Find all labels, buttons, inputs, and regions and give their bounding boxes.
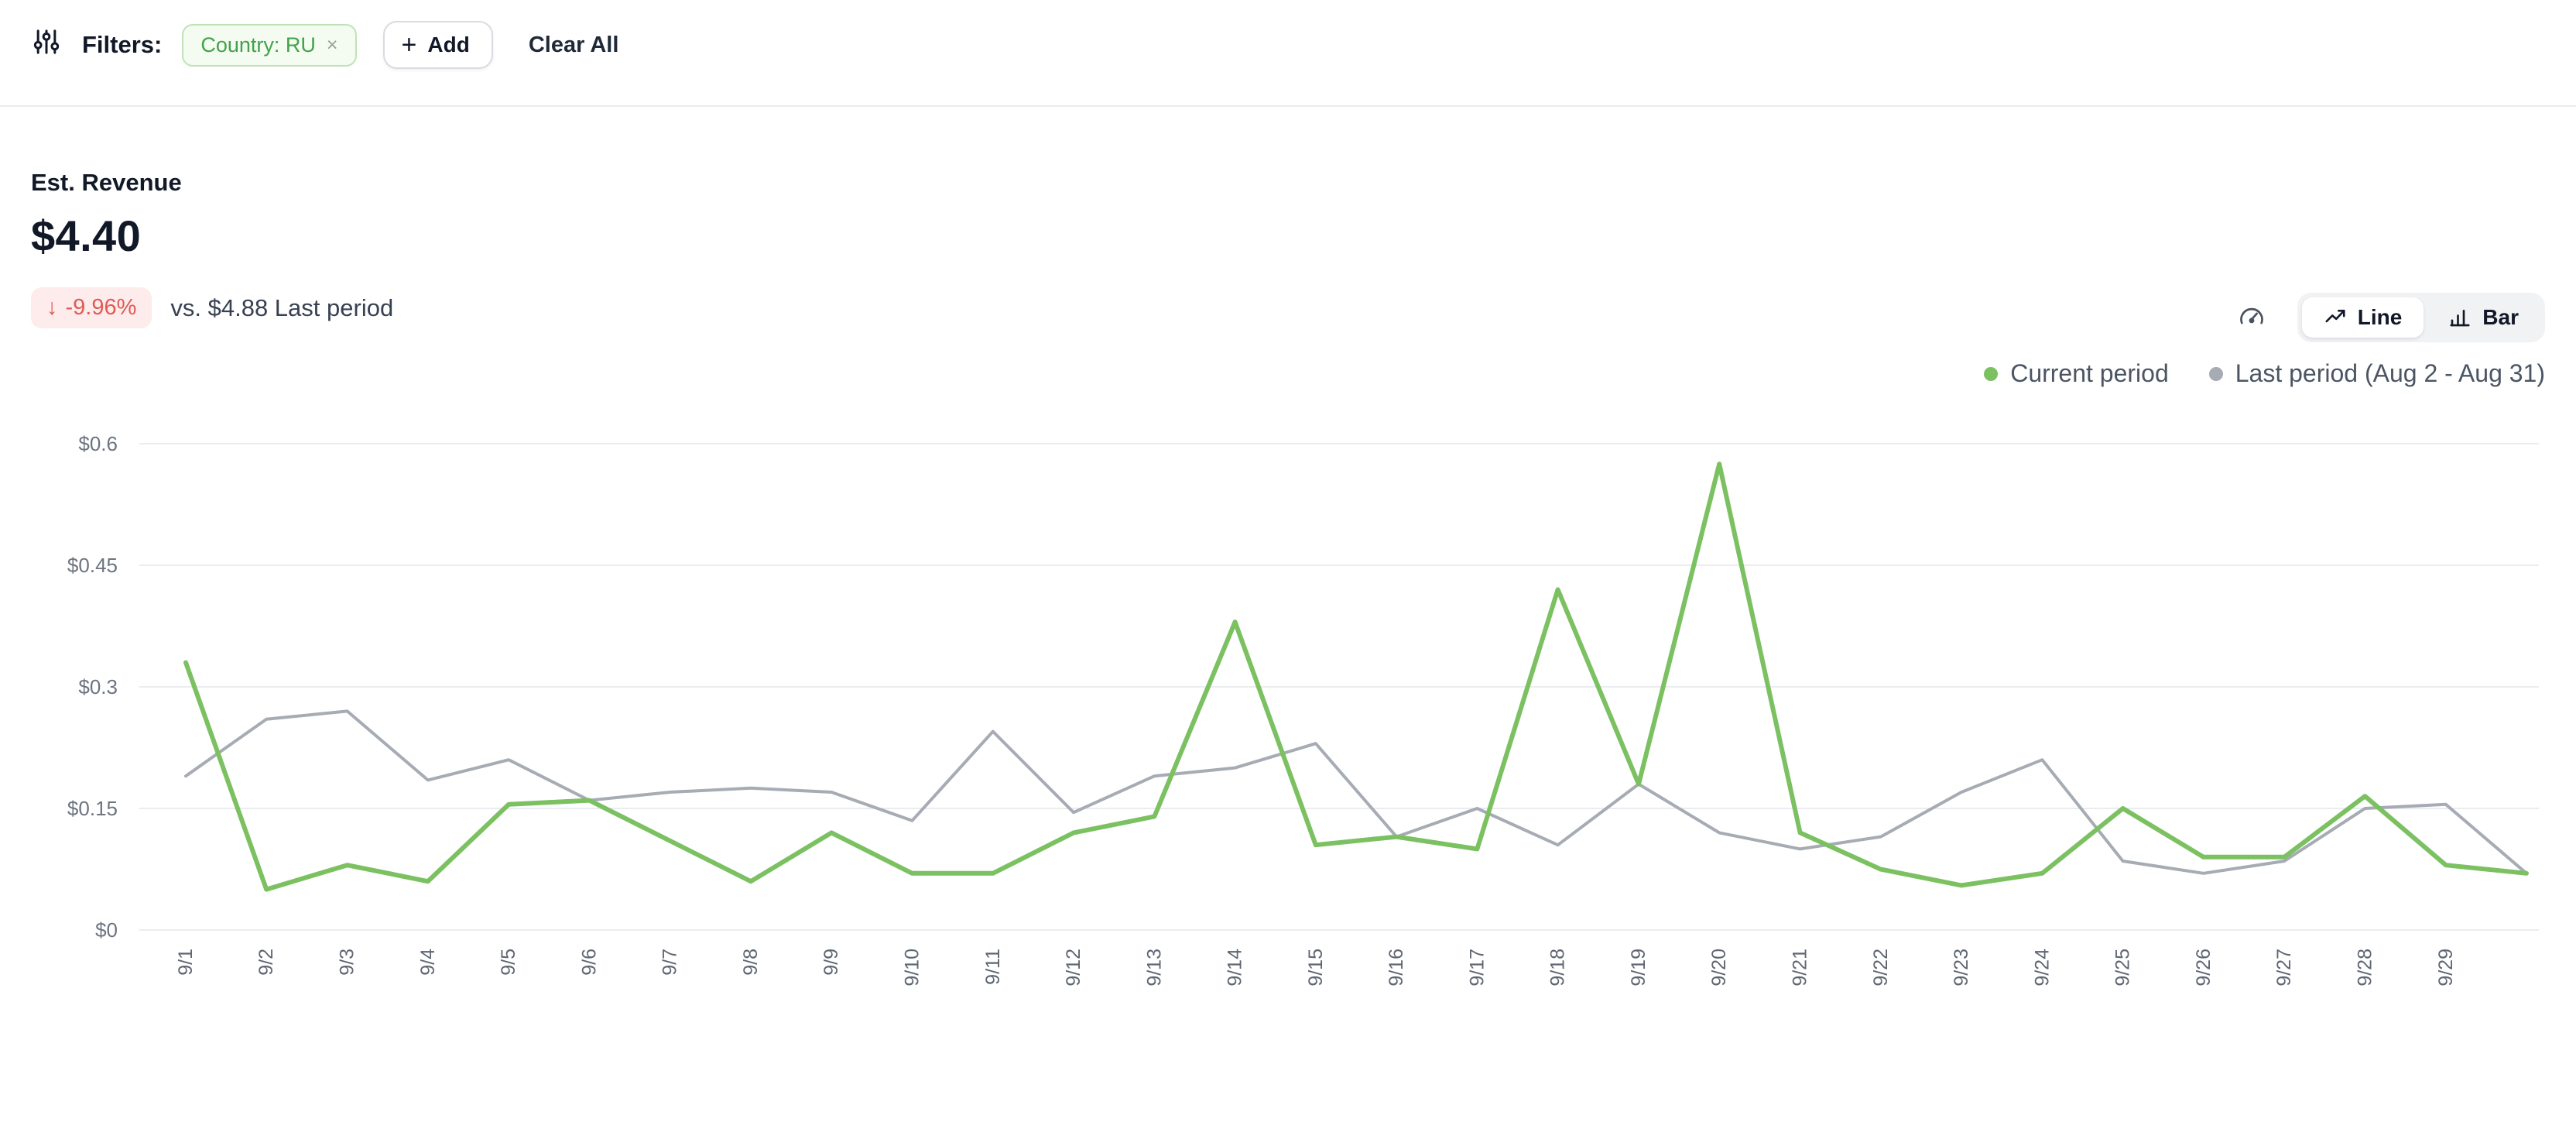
svg-text:9/3: 9/3 <box>337 949 358 976</box>
filters-label: Filters: <box>82 31 163 58</box>
svg-text:9/12: 9/12 <box>1063 949 1084 987</box>
svg-text:9/27: 9/27 <box>2273 949 2295 987</box>
line-chart-canvas[interactable]: $0 $0.15 $0.3 $0.45 $0.6 9/1 9/2 9/3 9/4 9/5 9/6 9/… <box>31 419 2545 1054</box>
change-badge: ↓ -9.96% <box>31 287 152 328</box>
trend-line-icon <box>2325 309 2345 323</box>
svg-text:9/5: 9/5 <box>498 949 519 976</box>
svg-text:9/4: 9/4 <box>417 949 439 976</box>
svg-text:9/26: 9/26 <box>2193 949 2215 987</box>
svg-text:9/9: 9/9 <box>820 949 842 976</box>
svg-text:9/16: 9/16 <box>1386 949 1407 987</box>
svg-text:9/28: 9/28 <box>2354 949 2376 987</box>
svg-text:9/20: 9/20 <box>1708 949 1730 987</box>
remove-filter-icon[interactable]: × <box>326 33 338 56</box>
svg-text:$0.45: $0.45 <box>67 554 118 577</box>
chart-type-toggle: Line Bar <box>2297 293 2545 342</box>
svg-text:9/17: 9/17 <box>1466 949 1488 987</box>
chart-legend: Current period Last period (Aug 2 - Aug … <box>31 359 2545 388</box>
svg-text:9/18: 9/18 <box>1547 949 1569 987</box>
metric-comparison-row: ↓ -9.96% vs. $4.88 Last period <box>31 287 2545 328</box>
change-percent: -9.96% <box>65 295 137 320</box>
add-filter-label: Add <box>427 33 470 57</box>
add-filter-button[interactable]: + Add <box>382 21 493 69</box>
legend-item-current[interactable]: Current period <box>1984 359 2169 388</box>
filters-bar: Filters: Country: RU × + Add Clear All <box>0 0 2576 90</box>
svg-text:9/22: 9/22 <box>1870 949 1892 987</box>
metric-title: Est. Revenue <box>31 169 182 196</box>
clear-all-button[interactable]: Clear All <box>528 32 619 57</box>
line-view-button[interactable]: Line <box>2301 297 2424 338</box>
svg-text:9/24: 9/24 <box>2031 949 2053 987</box>
svg-text:$0.15: $0.15 <box>67 797 118 820</box>
legend-item-last[interactable]: Last period (Aug 2 - Aug 31) <box>2208 359 2545 388</box>
svg-text:9/19: 9/19 <box>1628 949 1649 987</box>
filter-chip-country[interactable]: Country: RU × <box>182 23 357 67</box>
svg-text:9/2: 9/2 <box>255 949 277 976</box>
metric-value: $4.40 <box>31 211 142 260</box>
svg-text:9/8: 9/8 <box>740 949 762 976</box>
divider <box>0 105 2576 107</box>
bar-view-button[interactable]: Bar <box>2427 297 2540 338</box>
filter-chip-label: Country: RU <box>200 33 316 57</box>
svg-text:9/10: 9/10 <box>901 949 923 987</box>
legend-dot-current <box>1984 366 1999 381</box>
analytics-panel: Filters: Country: RU × + Add Clear All E… <box>0 0 2576 1054</box>
svg-text:$0.6: $0.6 <box>78 432 118 455</box>
svg-text:9/11: 9/11 <box>982 949 1004 985</box>
legend-label-current: Current period <box>2010 359 2169 387</box>
revenue-section: Est. Revenue $4.40 ↓ -9.96% vs. $4.88 La… <box>0 169 2576 1054</box>
svg-text:9/21: 9/21 <box>1790 949 1811 987</box>
svg-text:9/1: 9/1 <box>175 949 197 976</box>
legend-dot-last <box>2208 366 2223 381</box>
svg-text:9/29: 9/29 <box>2435 949 2457 987</box>
comparison-text: vs. $4.88 Last period <box>170 293 394 321</box>
bar-chart-icon <box>2450 309 2470 327</box>
svg-text:9/6: 9/6 <box>578 949 600 976</box>
svg-text:9/14: 9/14 <box>1225 949 1246 987</box>
arrow-down-icon: ↓ <box>46 295 58 320</box>
filters-icon <box>31 26 62 63</box>
revenue-chart[interactable]: $0 $0.15 $0.3 $0.45 $0.6 9/1 9/2 9/3 9/4 9/5 9/6 9/… <box>31 419 2545 1054</box>
chart-controls: Line Bar <box>2234 293 2545 342</box>
svg-text:9/7: 9/7 <box>659 949 681 976</box>
svg-text:$0: $0 <box>95 918 118 942</box>
svg-text:9/13: 9/13 <box>1143 949 1165 987</box>
svg-text:9/23: 9/23 <box>1951 949 1972 987</box>
legend-label-last: Last period (Aug 2 - Aug 31) <box>2235 359 2545 387</box>
svg-text:$0.3: $0.3 <box>78 675 118 698</box>
gauge-icon <box>2240 307 2263 324</box>
svg-text:9/15: 9/15 <box>1305 949 1327 987</box>
gauge-button[interactable] <box>2234 300 2269 335</box>
svg-text:9/25: 9/25 <box>2112 949 2134 987</box>
bar-view-label: Bar <box>2482 305 2519 329</box>
line-view-label: Line <box>2357 305 2403 329</box>
plus-icon: + <box>401 30 417 60</box>
